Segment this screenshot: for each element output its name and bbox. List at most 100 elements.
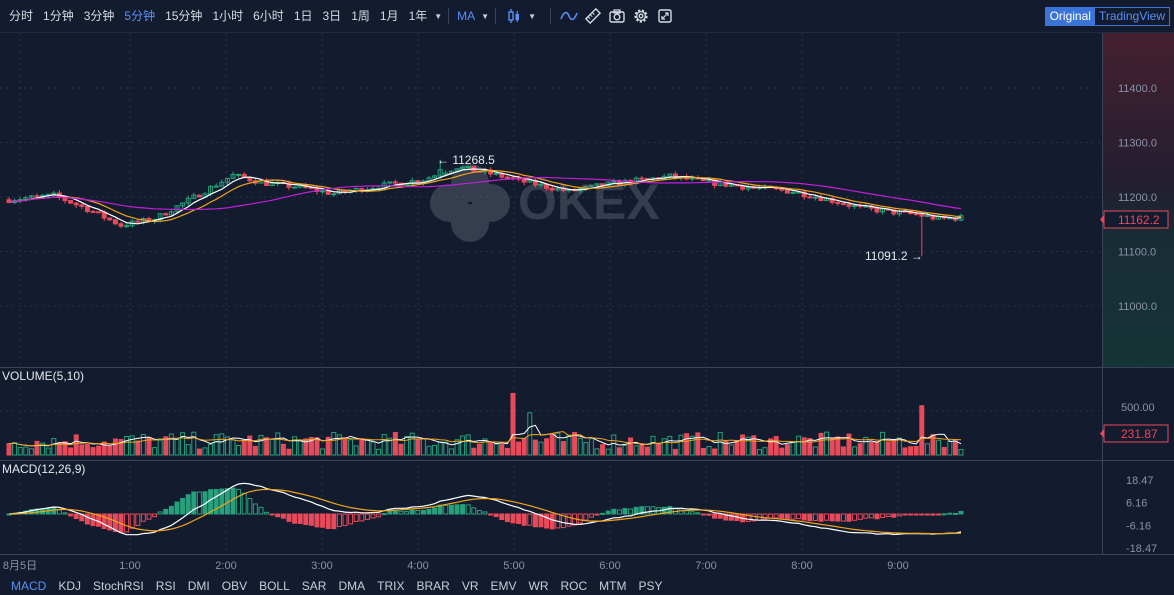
volume-bar [90, 447, 96, 456]
indicator-tab-emv[interactable]: EMV [490, 579, 517, 593]
volume-bar [824, 431, 830, 456]
macd-hist-bar [600, 512, 606, 515]
candle-body [639, 177, 645, 180]
timeframe-8[interactable]: 3日 [322, 8, 342, 23]
volume-bar [818, 432, 824, 456]
indicator-tab-obv[interactable]: OBV [221, 579, 248, 593]
macd-hist-bar [236, 488, 242, 515]
camera-icon[interactable] [605, 0, 629, 33]
chevron-down-icon[interactable]: ▼ [528, 11, 537, 21]
timeframe-10[interactable]: 1月 [379, 8, 399, 23]
indicator-tab-rsi[interactable]: RSI [155, 579, 176, 593]
candle-body [924, 215, 930, 218]
indicator-tab-sar[interactable]: SAR [301, 579, 327, 593]
volume-bar [432, 444, 438, 456]
indicator-tab-roc[interactable]: ROC [560, 579, 588, 593]
candle-type-icon[interactable] [502, 0, 526, 33]
line-indicator-icon[interactable] [557, 0, 581, 33]
volume-bar [885, 441, 891, 456]
macd-hist-bar [700, 513, 706, 516]
volume-ma-lines [8, 424, 962, 447]
indicator-tab-trix[interactable]: TRIX [377, 579, 405, 593]
volume-bar [336, 434, 342, 456]
indicator-tab-mtm[interactable]: MTM [599, 579, 627, 593]
macd-hist-bar [101, 513, 107, 530]
timeframe-0[interactable]: 分时 [9, 8, 34, 23]
gear-icon[interactable] [629, 0, 653, 33]
candle-body [527, 179, 533, 183]
volume-bar [129, 435, 135, 456]
indicator-tab-brar[interactable]: BRAR [416, 579, 450, 593]
macd-tick-label: -6.16 [1126, 520, 1151, 532]
timeframe-6[interactable]: 6小时 [253, 8, 284, 23]
timeframe-4[interactable]: 15分钟 [165, 8, 203, 23]
indicator-tab-stochrsi[interactable]: StochRSI [93, 579, 144, 593]
indicator-tab-wr[interactable]: WR [528, 579, 549, 593]
candle-body [168, 211, 174, 216]
macd-hist-bar [146, 513, 152, 520]
indicator-tab-dmi[interactable]: DMI [187, 579, 210, 593]
indicator-tab-kdj[interactable]: KDJ [58, 579, 82, 593]
macd-hist-bar [891, 513, 897, 518]
ma-10-line [8, 169, 962, 223]
macd-hist-bar [325, 513, 331, 530]
timeframe-3[interactable]: 5分钟 [124, 8, 156, 23]
view-tradingview-button[interactable]: TradingView [1094, 8, 1169, 25]
volume-bar [23, 446, 29, 456]
view-original-button[interactable]: Original [1045, 8, 1095, 25]
macd-hist-bar [348, 513, 354, 525]
indicator-tab-vr[interactable]: VR [461, 579, 479, 593]
fullscreen-icon[interactable] [653, 0, 677, 33]
timeframe-2[interactable]: 3分钟 [83, 8, 115, 23]
timeframe-9[interactable]: 1周 [351, 8, 370, 23]
volume-bar [712, 448, 718, 456]
volume-bar [443, 441, 449, 456]
candle-body [247, 177, 253, 182]
timeframe-more-icon[interactable]: ▼ [434, 11, 443, 21]
macd-hist-bar [471, 507, 477, 515]
price-tick-label: 11300.0 [1118, 138, 1157, 150]
timeframe-5[interactable]: 1小时 [212, 8, 244, 23]
macd-hist-bar [264, 511, 270, 515]
timeframe-7[interactable]: 1日 [293, 8, 313, 23]
macd-hist-bar [516, 513, 522, 525]
volume-bar [930, 434, 936, 456]
macd-hist-bar [364, 513, 370, 521]
macd-label: MACD(12,26,9) [2, 462, 85, 476]
price-tick-label: 11400.0 [1118, 83, 1157, 95]
macd-hist-bar [275, 513, 281, 518]
timeframe-11[interactable]: 1年 [408, 8, 428, 23]
volume-bar [941, 446, 947, 456]
ruler-icon[interactable] [581, 0, 605, 33]
volume-bar [532, 439, 538, 456]
volume-bar [73, 434, 79, 456]
grid-lines [0, 33, 1102, 554]
indicator-tab-psy[interactable]: PSY [638, 579, 663, 593]
volume-bar [409, 432, 415, 456]
volume-bar [140, 433, 146, 456]
macd-hist-bar [62, 512, 68, 515]
price-tick-label: 11100.0 [1118, 247, 1156, 259]
volume-bar [448, 448, 454, 456]
indicator-chevron-down-icon[interactable]: ▼ [481, 11, 490, 21]
volume-bar [107, 445, 113, 456]
candle-body [801, 191, 807, 198]
time-tick-label: 1:00 [119, 560, 140, 572]
timeframe-1[interactable]: 1分钟 [43, 8, 74, 23]
volume-bar [51, 438, 57, 456]
candle-body [387, 181, 393, 184]
indicator-select[interactable]: MA [457, 8, 476, 23]
macd-hist-bar [191, 491, 197, 515]
indicator-tab-macd[interactable]: MACD [11, 579, 47, 593]
price-chart[interactable]: OKEX 11000.011100.011200.011300.011400.0… [0, 33, 1174, 577]
candle-body [790, 191, 796, 194]
time-tick-label: 3:00 [311, 560, 332, 572]
macd-hist-bar [370, 513, 376, 519]
volume-bar [740, 434, 746, 456]
indicator-tab-dma[interactable]: DMA [338, 579, 366, 593]
volume-bar [342, 437, 348, 456]
candle-body [880, 208, 886, 213]
indicator-tab-boll[interactable]: BOLL [259, 579, 290, 593]
volume-bar [392, 432, 398, 456]
volume-bar [68, 447, 74, 456]
